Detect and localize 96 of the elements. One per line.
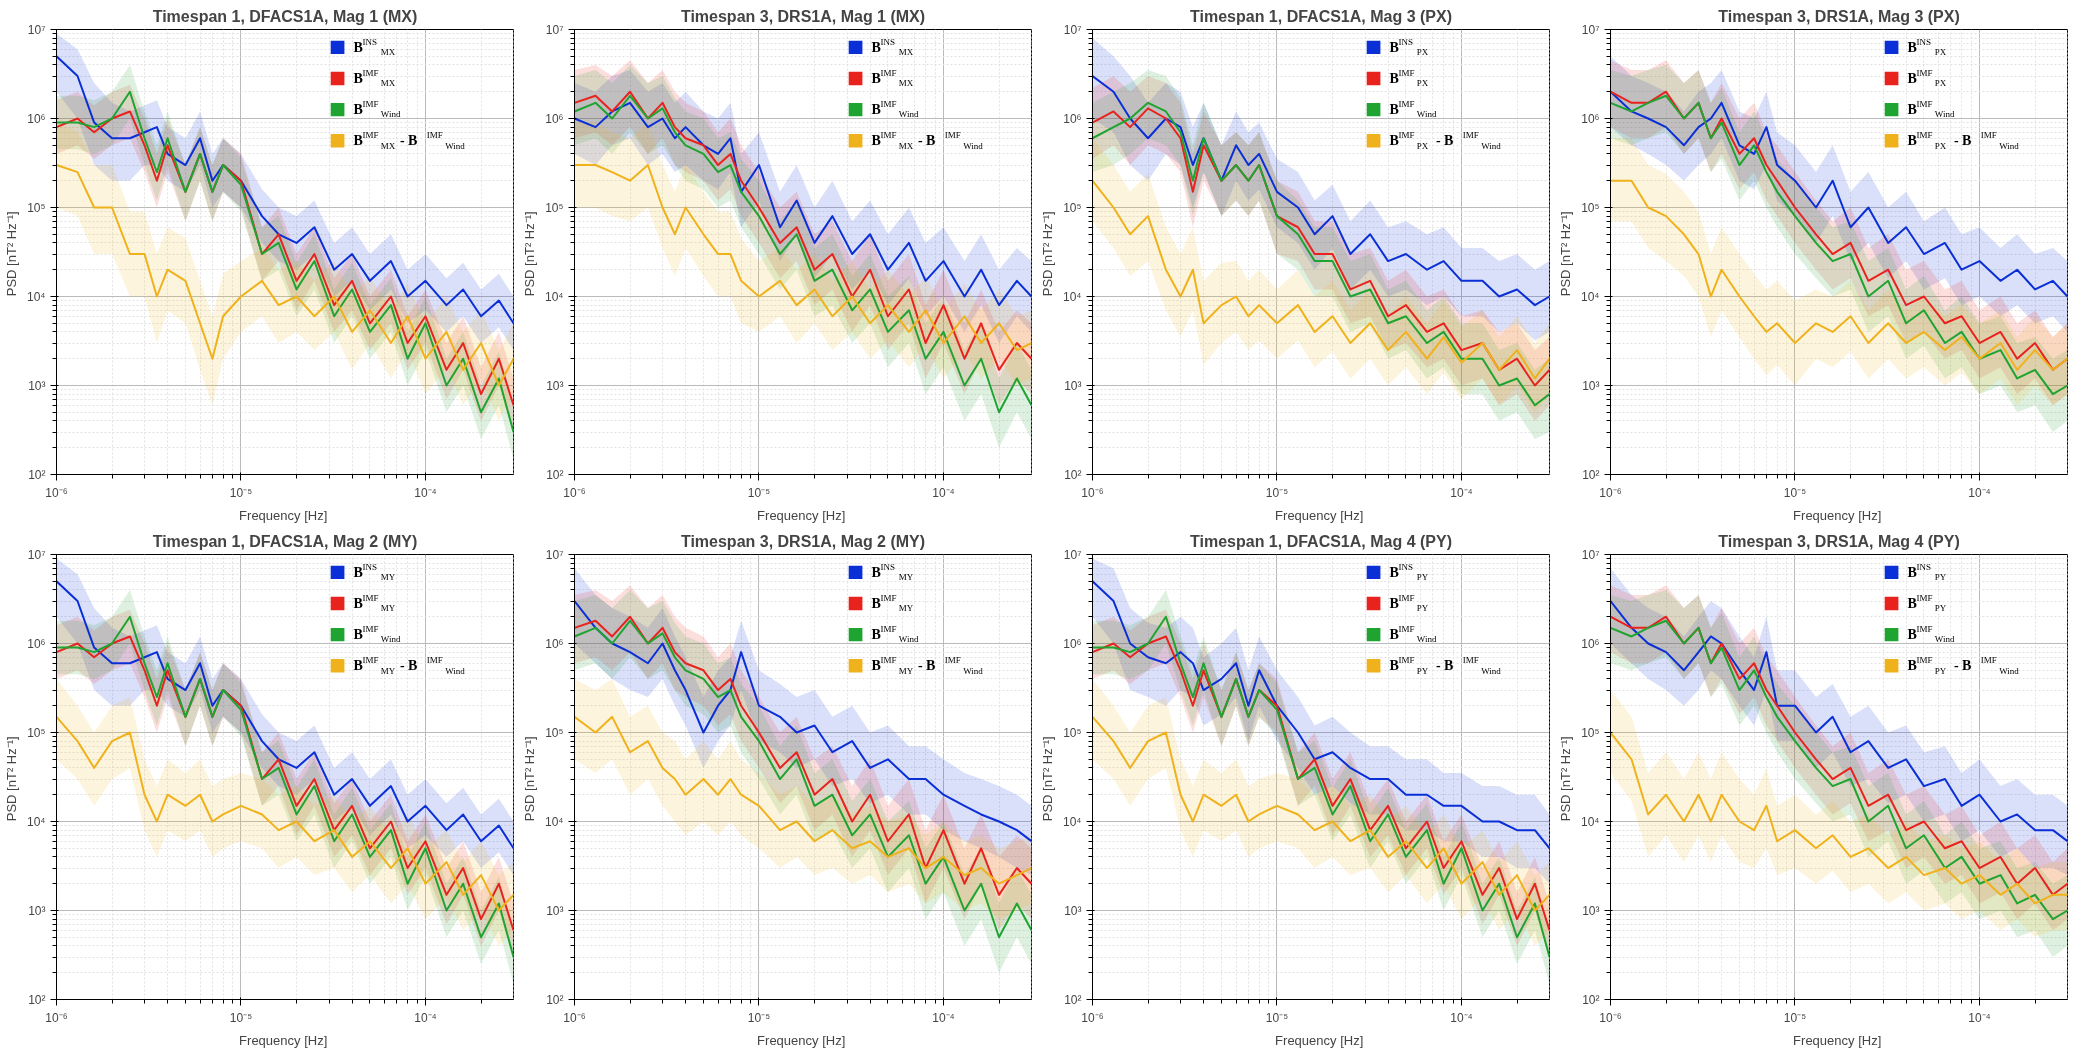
chart-title: Timespan 1, DFACS1A, Mag 4 (PY) [1190, 532, 1452, 550]
chart-title: Timespan 3, DRS1A, Mag 4 (PY) [1718, 532, 1960, 550]
chart-title: Timespan 3, DRS1A, Mag 1 (MX) [680, 7, 926, 25]
y-tick-label: 10⁵ [1581, 200, 1600, 215]
x-tick-label: 10⁻⁶ [1599, 485, 1622, 500]
x-tick-label: 10⁻⁵ [1783, 1010, 1807, 1025]
x-tick-label: 10⁻⁴ [932, 1010, 955, 1025]
y-tick-label: 10⁵ [545, 200, 564, 215]
x-tick-label: 10⁻⁴ [1450, 1010, 1473, 1025]
y-tick-label: 10⁵ [27, 725, 46, 740]
y-tick-label: 10² [546, 467, 564, 482]
y-axis-title: PSD [nT² Hz⁻¹] [4, 211, 19, 297]
y-tick-label: 10⁴ [1581, 289, 1600, 304]
y-tick-label: 10⁷ [1581, 547, 1600, 562]
y-axis-title: PSD [nT² Hz⁻¹] [1558, 736, 1573, 822]
y-tick-label: 10⁷ [27, 547, 46, 562]
y-tick-label: 10⁷ [1581, 22, 1600, 37]
y-tick-label: 10² [1582, 467, 1600, 482]
x-tick-label: 10⁻⁴ [1968, 1010, 1991, 1025]
y-tick-label: 10³ [546, 378, 564, 393]
y-axis-title: PSD [nT² Hz⁻¹] [522, 211, 537, 297]
y-tick-label: 10⁷ [1063, 22, 1082, 37]
y-tick-label: 10⁵ [27, 200, 46, 215]
y-tick-label: 10⁶ [1063, 636, 1082, 651]
y-tick-label: 10³ [1582, 903, 1600, 918]
x-axis-title: Frequency [Hz] [1275, 507, 1364, 523]
y-tick-label: 10³ [1064, 903, 1082, 918]
y-tick-label: 10⁴ [1063, 814, 1082, 829]
y-axis-title: PSD [nT² Hz⁻¹] [522, 736, 537, 822]
y-tick-label: 10⁴ [27, 814, 46, 829]
x-tick-label: 10⁻⁶ [45, 485, 68, 500]
y-tick-label: 10³ [28, 903, 46, 918]
x-tick-label: 10⁻⁴ [1450, 485, 1473, 500]
y-tick-label: 10⁵ [1581, 725, 1600, 740]
x-axis-title: Frequency [Hz] [239, 507, 328, 523]
x-tick-label: 10⁻⁴ [414, 485, 437, 500]
x-axis-title: Frequency [Hz] [1793, 507, 1882, 523]
chart-title: Timespan 1, DFACS1A, Mag 3 (PX) [1190, 7, 1452, 25]
x-axis-title: Frequency [Hz] [757, 1032, 846, 1048]
x-tick-label: 10⁻⁴ [932, 485, 955, 500]
y-axis-title: PSD [nT² Hz⁻¹] [4, 736, 19, 822]
x-tick-label: 10⁻⁶ [1599, 1010, 1622, 1025]
y-tick-label: 10⁴ [1063, 289, 1082, 304]
y-tick-label: 10⁷ [545, 22, 564, 37]
y-tick-label: 10⁶ [27, 636, 46, 651]
x-tick-label: 10⁻⁶ [1081, 1010, 1104, 1025]
y-tick-label: 10² [1582, 992, 1600, 1007]
chart-title: Timespan 1, DFACS1A, Mag 1 (MX) [152, 7, 418, 25]
x-axis-title: Frequency [Hz] [239, 1032, 328, 1048]
chart-title: Timespan 3, DRS1A, Mag 3 (PX) [1718, 7, 1960, 25]
x-tick-label: 10⁻⁵ [229, 1010, 253, 1025]
y-tick-label: 10⁷ [27, 22, 46, 37]
y-tick-label: 10³ [1064, 378, 1082, 393]
y-tick-label: 10⁴ [27, 289, 46, 304]
x-tick-label: 10⁻⁴ [414, 1010, 437, 1025]
x-tick-label: 10⁻⁶ [1081, 485, 1104, 500]
y-tick-label: 10⁴ [1581, 814, 1600, 829]
y-tick-label: 10³ [546, 903, 564, 918]
y-tick-label: 10² [28, 992, 46, 1007]
x-tick-label: 10⁻⁵ [229, 485, 253, 500]
x-tick-label: 10⁻⁵ [747, 1010, 771, 1025]
x-tick-label: 10⁻⁶ [563, 1010, 586, 1025]
x-tick-label: 10⁻⁵ [1265, 485, 1289, 500]
x-tick-label: 10⁻⁵ [1783, 485, 1807, 500]
y-tick-label: 10⁶ [545, 636, 564, 651]
x-tick-label: 10⁻⁵ [1265, 1010, 1289, 1025]
y-axis-title: PSD [nT² Hz⁻¹] [1558, 211, 1573, 297]
y-tick-label: 10² [546, 992, 564, 1007]
y-tick-label: 10⁶ [1581, 111, 1600, 126]
chart-title: Timespan 1, DFACS1A, Mag 2 (MY) [152, 532, 418, 550]
y-tick-label: 10³ [28, 378, 46, 393]
y-tick-label: 10⁷ [545, 547, 564, 562]
y-tick-label: 10⁵ [545, 725, 564, 740]
y-tick-label: 10⁶ [1063, 111, 1082, 126]
y-tick-label: 10³ [1582, 378, 1600, 393]
x-axis-title: Frequency [Hz] [1793, 1032, 1882, 1048]
x-tick-label: 10⁻⁶ [563, 485, 586, 500]
y-axis-title: PSD [nT² Hz⁻¹] [1040, 736, 1055, 822]
y-tick-label: 10⁶ [27, 111, 46, 126]
y-tick-label: 10⁷ [1063, 547, 1082, 562]
y-axis-title: PSD [nT² Hz⁻¹] [1040, 211, 1055, 297]
y-tick-label: 10⁴ [545, 814, 564, 829]
y-tick-label: 10⁶ [1581, 636, 1600, 651]
x-tick-label: 10⁻⁵ [747, 485, 771, 500]
y-tick-label: 10⁵ [1063, 725, 1082, 740]
x-axis-title: Frequency [Hz] [1275, 1032, 1364, 1048]
y-tick-label: 10² [1064, 467, 1082, 482]
x-axis-title: Frequency [Hz] [757, 507, 846, 523]
y-tick-label: 10² [28, 467, 46, 482]
x-tick-label: 10⁻⁴ [1968, 485, 1991, 500]
y-tick-label: 10² [1064, 992, 1082, 1007]
x-tick-label: 10⁻⁶ [45, 1010, 68, 1025]
y-tick-label: 10⁴ [545, 289, 564, 304]
chart-title: Timespan 3, DRS1A, Mag 2 (MY) [680, 532, 926, 550]
y-tick-label: 10⁶ [545, 111, 564, 126]
y-tick-label: 10⁵ [1063, 200, 1082, 215]
